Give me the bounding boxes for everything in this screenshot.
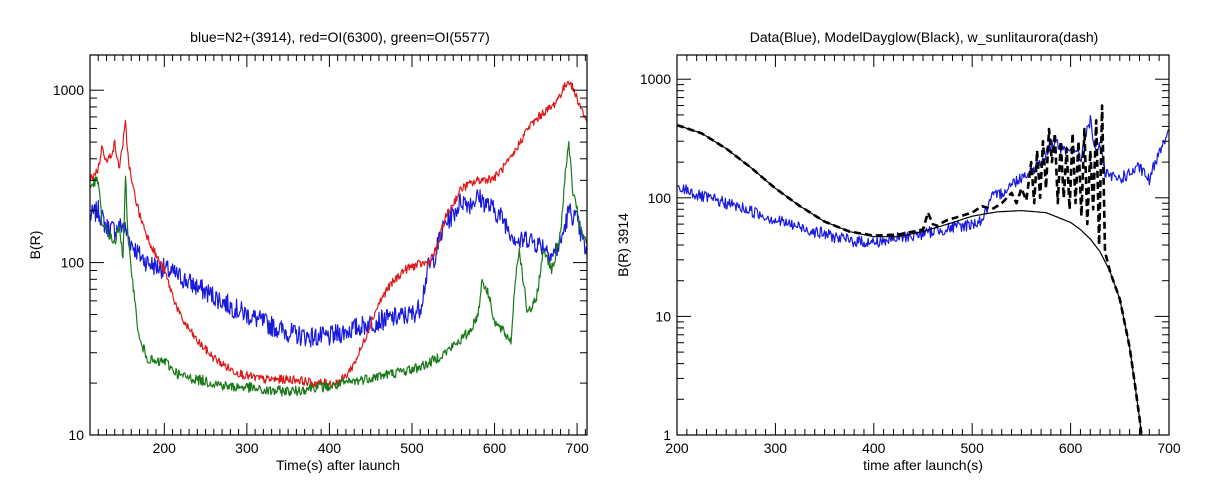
chart-left-title: blue=N2+(3914), red=OI(6300), green=OI(5… xyxy=(190,29,490,45)
chart-left-xlabel: Time(s) after launch xyxy=(276,457,400,473)
chart-left-series-line-0 xyxy=(90,189,587,348)
chart-right-x-tick-label: 500 xyxy=(961,440,985,456)
chart-right-x-tick-label: 400 xyxy=(862,440,886,456)
chart-right-ticks: 200 300 400 500 600 700 1 10 100 1000 xyxy=(640,55,1181,456)
chart-right-x-tick-label: 600 xyxy=(1059,440,1083,456)
chart-right: Data(Blue), ModelDayglow(Black), w_sunli… xyxy=(615,29,1181,473)
chart-right-series-line-2 xyxy=(677,104,1143,435)
chart-left: blue=N2+(3914), red=OI(6300), green=OI(5… xyxy=(27,29,589,473)
chart-right-x-tick-label: 700 xyxy=(1157,440,1181,456)
chart-left-x-tick-label: 500 xyxy=(400,440,424,456)
chart-left-x-tick-label: 600 xyxy=(483,440,507,456)
chart-left-x-tick-label: 200 xyxy=(153,440,177,456)
chart-right-y-tick-label: 1 xyxy=(663,427,671,443)
chart-right-title: Data(Blue), ModelDayglow(Black), w_sunli… xyxy=(750,29,1099,45)
chart-left-x-tick-label: 400 xyxy=(318,440,342,456)
chart-left-plot-frame xyxy=(89,54,588,436)
chart-left-series-line-1 xyxy=(90,80,587,388)
chart-right-y-tick-label: 1000 xyxy=(640,71,671,87)
chart-right-xlabel: time after launch(s) xyxy=(863,457,983,473)
chart-left-series-line-2 xyxy=(90,141,587,397)
chart-right-y-tick-label: 10 xyxy=(655,308,671,324)
chart-left-x-tick-label: 300 xyxy=(235,440,259,456)
chart-right-series xyxy=(677,104,1169,435)
chart-left-y-tick-label: 100 xyxy=(61,255,85,271)
chart-right-ylabel: B(R) 3914 xyxy=(615,213,631,277)
chart-right-series-line-0 xyxy=(677,115,1169,248)
chart-right-plot-frame xyxy=(676,54,1170,436)
chart-right-x-tick-label: 200 xyxy=(665,440,689,456)
chart-right-x-tick-label: 300 xyxy=(764,440,788,456)
chart-left-ylabel: B(R) xyxy=(27,231,43,260)
chart-left-series xyxy=(90,80,587,397)
chart-left-y-tick-label: 10 xyxy=(68,427,84,443)
chart-left-ticks: 200 300 400 500 600 700 10 100 1000 xyxy=(53,55,589,456)
chart-left-x-tick-label: 700 xyxy=(565,440,589,456)
chart-right-y-tick-label: 100 xyxy=(648,190,672,206)
chart-left-y-tick-label: 1000 xyxy=(53,82,84,98)
